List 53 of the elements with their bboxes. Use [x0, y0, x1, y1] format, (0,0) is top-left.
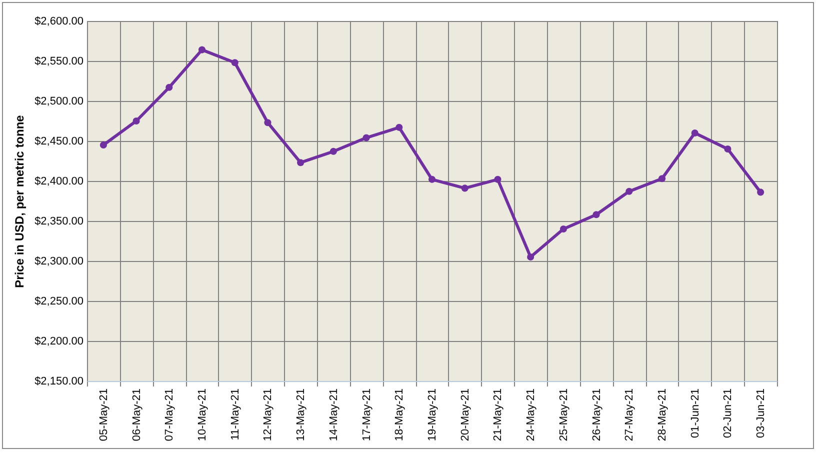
- point: [658, 175, 666, 182]
- x-tick-label: 11-May-21: [229, 388, 242, 440]
- x-tick-label: 02-Jun-21: [722, 388, 734, 438]
- x-tick-label: 18-May-21: [394, 388, 406, 442]
- point: [132, 117, 140, 125]
- y-tick-label: $2,450.00: [34, 136, 84, 148]
- x-tick-label: 06-May-21: [130, 388, 143, 442]
- x-tick-label: 24-May-21: [525, 388, 538, 442]
- x-tick-label: 07-May-21: [164, 388, 176, 442]
- x-tick-label: 26-May-21: [590, 388, 603, 442]
- x-tick-label: 05-May-21: [98, 388, 110, 442]
- x-tick-label: 01-Jun-21: [689, 388, 702, 438]
- point: [264, 119, 272, 126]
- point: [724, 145, 732, 153]
- point: [592, 211, 600, 218]
- y-tick-label: $2,150.00: [34, 376, 84, 388]
- point: [166, 84, 173, 91]
- point: [396, 124, 403, 131]
- point: [100, 141, 107, 149]
- x-tick-label: 21-May-21: [492, 388, 504, 442]
- point: [231, 59, 238, 66]
- point: [330, 148, 337, 155]
- y-tick-label: $2,600.00: [34, 16, 84, 28]
- y-tick-label: $2,350.00: [34, 216, 84, 228]
- x-tick-label: 10-May-21: [196, 388, 208, 442]
- point: [461, 184, 468, 192]
- point: [691, 129, 698, 137]
- x-tick-label: 20-May-21: [459, 388, 472, 442]
- x-tick-label: 27-May-21: [624, 388, 636, 442]
- x-tick-label: 14-May-21: [328, 388, 340, 442]
- point: [757, 188, 764, 196]
- point: [560, 225, 567, 233]
- y-tick-label: $2,200.00: [34, 336, 84, 348]
- x-tick-label: 03-Jun-21: [755, 388, 768, 438]
- x-tick-label: 13-May-21: [295, 388, 308, 442]
- point: [527, 253, 534, 261]
- y-tick-label: $2,400.00: [34, 176, 84, 188]
- y-axis-title: Price in USD, per metric tonne: [12, 114, 27, 288]
- x-tick-label: 17-May-21: [360, 388, 373, 442]
- point: [297, 159, 304, 166]
- y-tick-label: $2,250.00: [34, 296, 84, 308]
- x-tick-label: 28-May-21: [656, 388, 668, 442]
- point: [362, 134, 370, 142]
- x-tick-label: 12-May-21: [262, 388, 274, 442]
- y-tick-label: $2,500.00: [34, 96, 84, 108]
- x-tick-label: 25-May-21: [558, 388, 570, 442]
- x-tick-label: 19-May-21: [426, 388, 438, 442]
- point: [494, 176, 502, 183]
- point: [428, 176, 436, 183]
- y-tick-label: $2,550.00: [34, 56, 84, 68]
- point: [198, 46, 206, 54]
- point: [626, 188, 633, 195]
- y-tick-label: $2,300.00: [34, 256, 84, 268]
